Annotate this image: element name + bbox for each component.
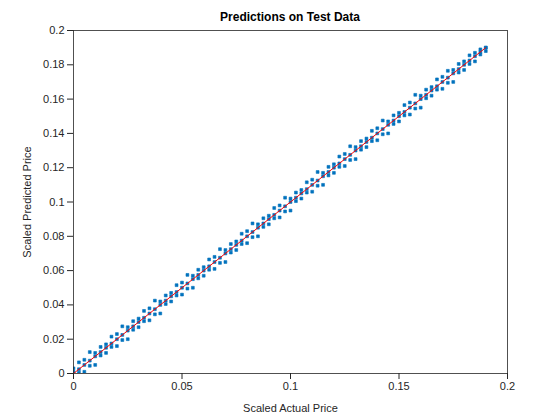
svg-text:0.1: 0.1	[49, 196, 64, 208]
svg-text:Scaled Actual Price: Scaled Actual Price	[243, 402, 338, 414]
svg-text:0.08: 0.08	[43, 230, 64, 242]
svg-text:0.02: 0.02	[43, 333, 64, 345]
svg-text:0: 0	[70, 380, 76, 392]
svg-text:0.18: 0.18	[43, 58, 64, 70]
svg-text:0: 0	[58, 367, 64, 379]
svg-text:0.04: 0.04	[43, 298, 64, 310]
svg-text:0.15: 0.15	[388, 380, 409, 392]
svg-text:0.2: 0.2	[500, 380, 515, 392]
svg-text:0.16: 0.16	[43, 93, 64, 105]
svg-text:0.06: 0.06	[43, 264, 64, 276]
svg-text:0.1: 0.1	[283, 380, 298, 392]
html-text:Predictions on Test Data: Predictions on Test Data	[220, 10, 360, 24]
svg-text:0.05: 0.05	[171, 380, 192, 392]
svg-text:0.12: 0.12	[43, 161, 64, 173]
svg-text:0.14: 0.14	[43, 127, 64, 139]
svg-text:Scaled Predicted Price: Scaled Predicted Price	[21, 146, 33, 257]
svg-text:0.2: 0.2	[49, 26, 64, 36]
